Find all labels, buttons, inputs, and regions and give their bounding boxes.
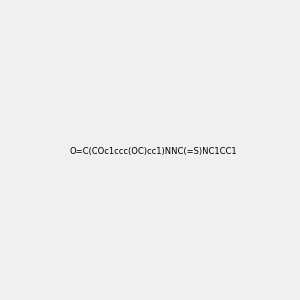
Text: O=C(COc1ccc(OC)cc1)NNC(=S)NC1CC1: O=C(COc1ccc(OC)cc1)NNC(=S)NC1CC1 [70,147,238,156]
